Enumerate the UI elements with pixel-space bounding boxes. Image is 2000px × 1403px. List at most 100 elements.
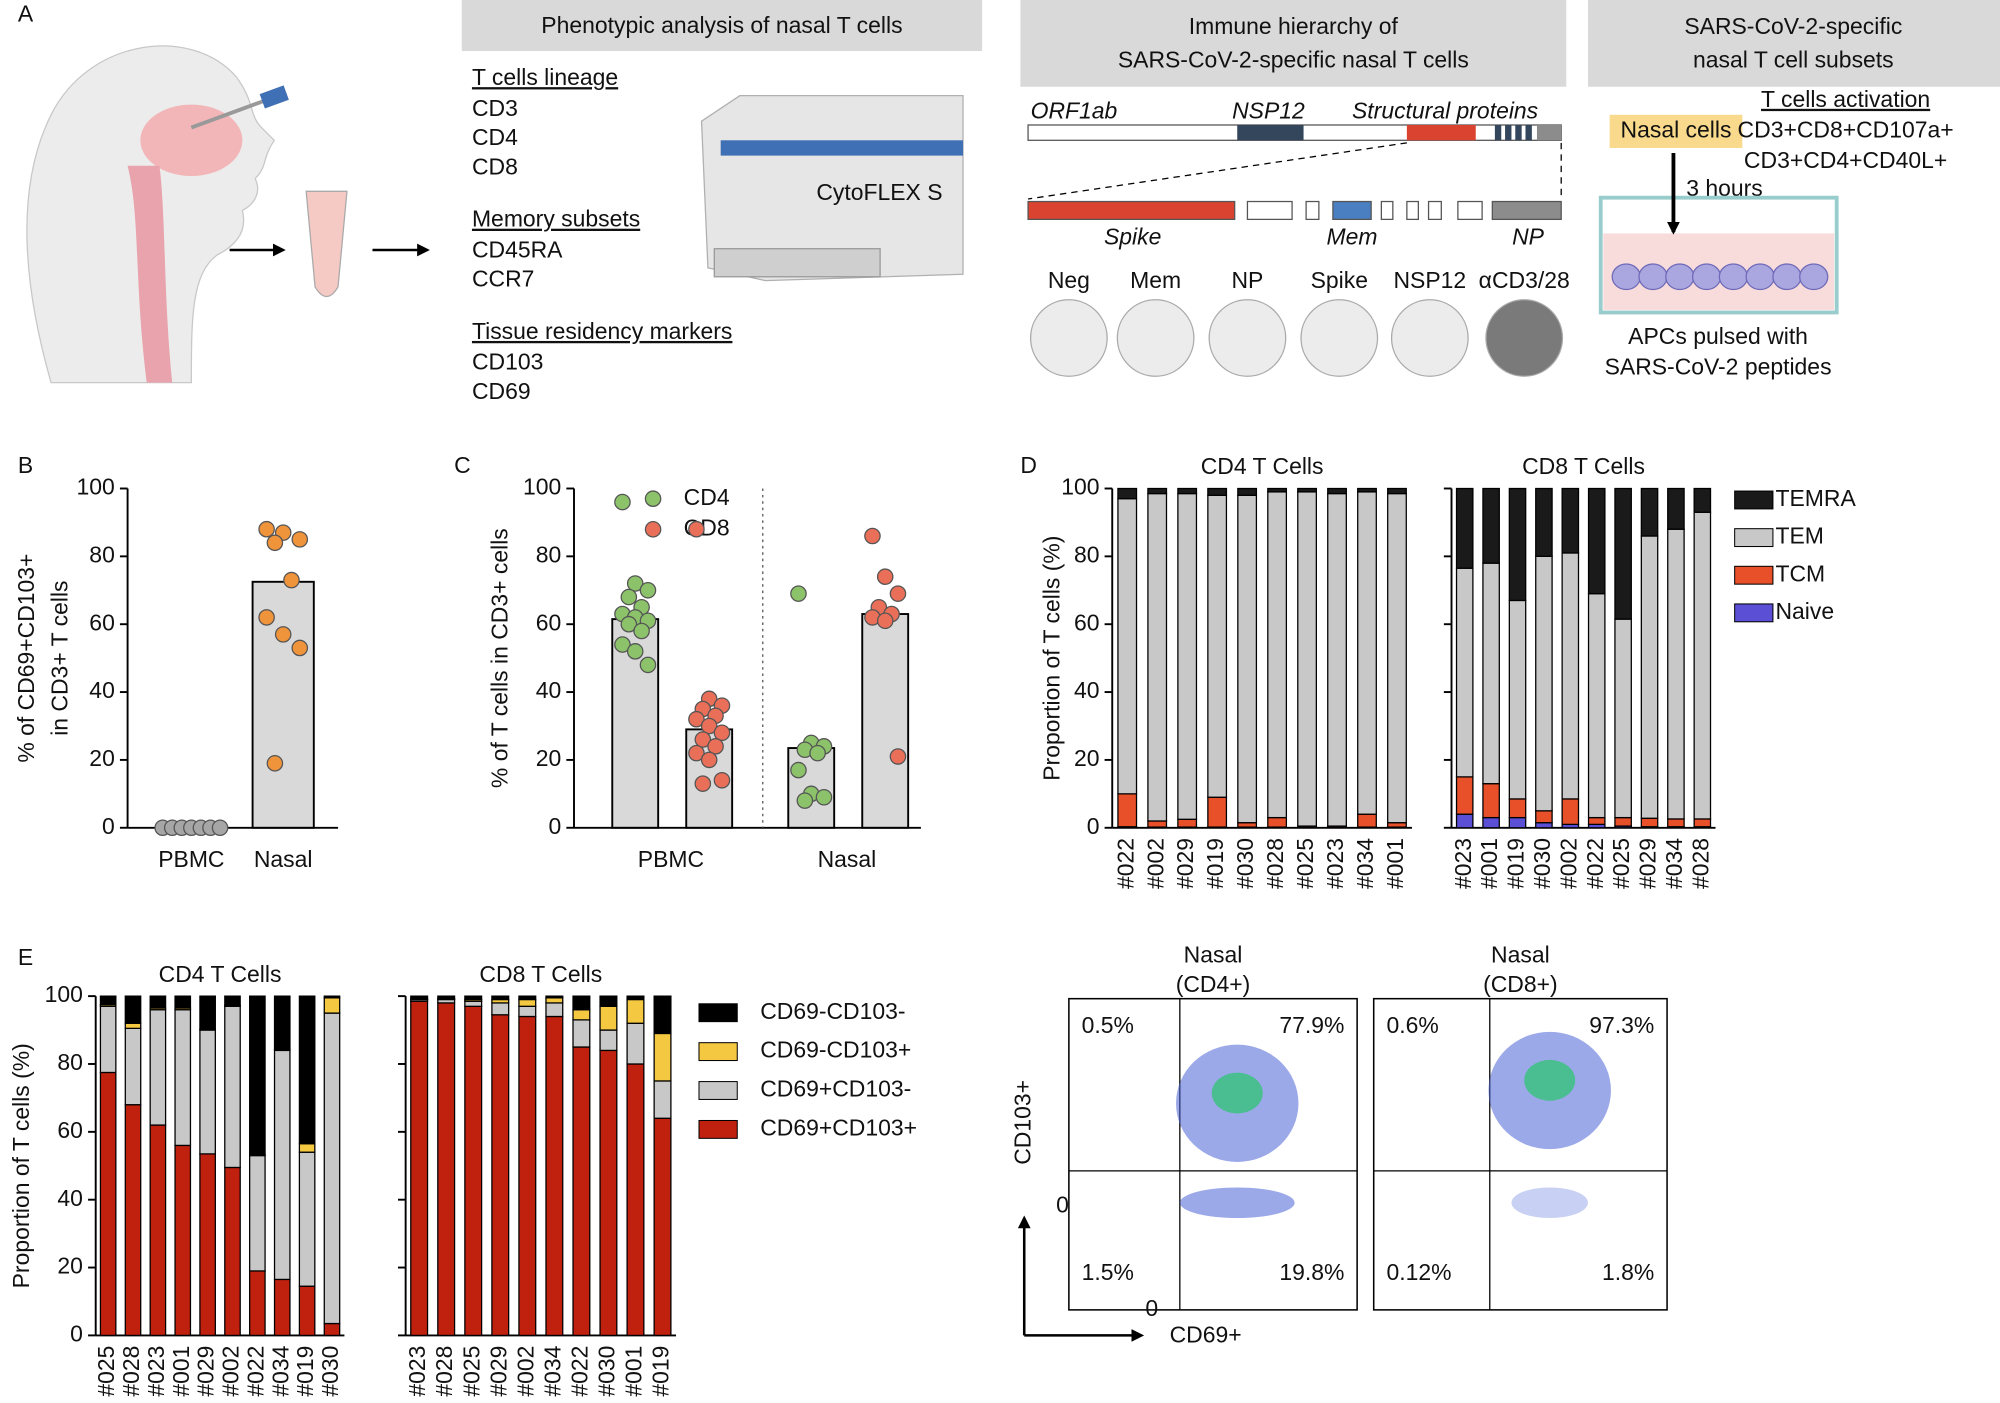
bar-segment bbox=[518, 995, 537, 1001]
orf-segment bbox=[1494, 124, 1502, 141]
y-axis-label: % of CD69+CD103+ bbox=[13, 554, 39, 763]
bar-segment bbox=[1237, 494, 1258, 824]
x-tick-label: #019 bbox=[292, 1346, 318, 1397]
bar-segment bbox=[1614, 618, 1632, 819]
bar-segment bbox=[1587, 816, 1606, 826]
quadrant-stat: 77.9% bbox=[1279, 1012, 1344, 1038]
data-point bbox=[283, 571, 300, 589]
x-tick-label: #029 bbox=[1635, 838, 1661, 889]
legend-label: Naive bbox=[1775, 598, 1834, 624]
flow-axis-label: CD69+ bbox=[1170, 1322, 1242, 1348]
bar-segment bbox=[1667, 528, 1685, 820]
bar-segment bbox=[626, 1063, 645, 1337]
bar-segment bbox=[1482, 562, 1500, 785]
bar-segment bbox=[249, 1154, 266, 1272]
bar-segment bbox=[626, 995, 645, 1001]
gene-zoom-label: Mem bbox=[1327, 224, 1378, 250]
data-point bbox=[713, 724, 731, 742]
x-tick-label: PBMC bbox=[158, 846, 224, 872]
marker-heading: Memory subsets bbox=[472, 206, 640, 232]
bar-segment bbox=[99, 1005, 117, 1074]
orf-segment bbox=[1515, 124, 1522, 141]
header-box bbox=[1020, 0, 1567, 87]
bar-segment bbox=[464, 1000, 483, 1007]
bar-segment bbox=[1117, 793, 1138, 828]
flow-title: (CD8+) bbox=[1483, 971, 1558, 997]
gene-label: ORF1ab bbox=[1031, 97, 1118, 123]
bar-segment bbox=[545, 995, 564, 999]
bar-segment bbox=[491, 1002, 510, 1016]
bar-segment bbox=[491, 1014, 510, 1337]
flow-zero: 0 bbox=[1056, 1192, 1069, 1218]
assay-label: APCs pulsed with bbox=[1628, 323, 1808, 349]
bar-segment bbox=[518, 1005, 537, 1018]
x-tick-label: #001 bbox=[1476, 838, 1502, 889]
bar-segment bbox=[518, 1015, 537, 1337]
bar-segment bbox=[626, 998, 645, 1024]
bar-segment bbox=[1561, 487, 1580, 554]
bar-segment bbox=[1640, 535, 1659, 819]
bar-segment bbox=[1147, 820, 1168, 828]
density-blob bbox=[1179, 1187, 1295, 1219]
x-tick-label: #001 bbox=[168, 1346, 194, 1397]
legend-marker bbox=[644, 521, 662, 538]
bar-segment bbox=[1508, 798, 1527, 819]
quadrant-stat: 0.5% bbox=[1082, 1012, 1134, 1038]
bar-segment bbox=[1508, 599, 1527, 800]
bar-segment bbox=[174, 995, 192, 1009]
data-point bbox=[639, 656, 657, 674]
assay-label: SARS-CoV-2 peptides bbox=[1605, 354, 1832, 380]
bar-segment bbox=[1455, 776, 1474, 815]
orf-segment bbox=[1525, 124, 1532, 141]
x-tick-label: #022 bbox=[1112, 838, 1138, 889]
x-tick-label: #028 bbox=[1262, 838, 1288, 889]
legend-label: TCM bbox=[1775, 560, 1825, 586]
bar-segment bbox=[1117, 498, 1138, 795]
header: SARS-CoV-2-specific bbox=[1684, 13, 1902, 39]
y-tick-label: 20 bbox=[89, 745, 115, 771]
x-tick-label: #019 bbox=[648, 1346, 674, 1397]
header: Immune hierarchy of bbox=[1189, 13, 1399, 39]
data-point bbox=[266, 534, 284, 552]
mem-zoom bbox=[1332, 200, 1372, 221]
y-tick-label: 0 bbox=[1087, 813, 1100, 839]
header: nasal T cell subsets bbox=[1693, 46, 1894, 72]
y-tick-label: 40 bbox=[536, 677, 562, 703]
data-point bbox=[876, 568, 894, 585]
bar-segment bbox=[1327, 492, 1347, 827]
bar-segment bbox=[518, 998, 537, 1007]
bar-segment bbox=[1587, 487, 1606, 595]
bar-segment bbox=[1207, 494, 1228, 798]
bar-segment bbox=[249, 1270, 266, 1337]
bar-segment bbox=[1177, 487, 1198, 495]
data-point bbox=[211, 819, 229, 837]
x-tick-label: #002 bbox=[512, 1346, 538, 1397]
x-tick-label: PBMC bbox=[638, 846, 704, 872]
quadrant-stat: 1.5% bbox=[1082, 1259, 1134, 1285]
x-tick-label: #030 bbox=[1529, 838, 1555, 889]
panel-letter: E bbox=[18, 944, 33, 970]
bar-segment bbox=[1455, 813, 1474, 829]
bar-segment bbox=[1177, 818, 1198, 828]
apc-cell bbox=[1718, 263, 1749, 291]
bar-segment bbox=[323, 1012, 341, 1325]
gene-label: Structural proteins bbox=[1352, 97, 1538, 123]
nsp12-segment bbox=[1237, 124, 1304, 141]
bar-segment bbox=[298, 1143, 316, 1153]
bar-segment bbox=[273, 1278, 291, 1337]
bar-segment bbox=[323, 1322, 341, 1337]
bar-segment bbox=[1535, 555, 1553, 812]
legend-swatch bbox=[698, 1081, 738, 1100]
density-core bbox=[1524, 1059, 1576, 1101]
legend-label: CD4 bbox=[684, 484, 730, 510]
well bbox=[1116, 299, 1195, 377]
y-axis-label: in CD3+ T cells bbox=[46, 580, 72, 735]
bar-segment bbox=[1508, 816, 1527, 829]
bar-segment bbox=[174, 1009, 192, 1147]
bar-segment bbox=[1267, 816, 1288, 828]
data-point bbox=[266, 755, 284, 772]
data-point bbox=[688, 520, 705, 538]
bar-segment bbox=[149, 1009, 167, 1126]
x-tick-label: #022 bbox=[242, 1346, 268, 1397]
